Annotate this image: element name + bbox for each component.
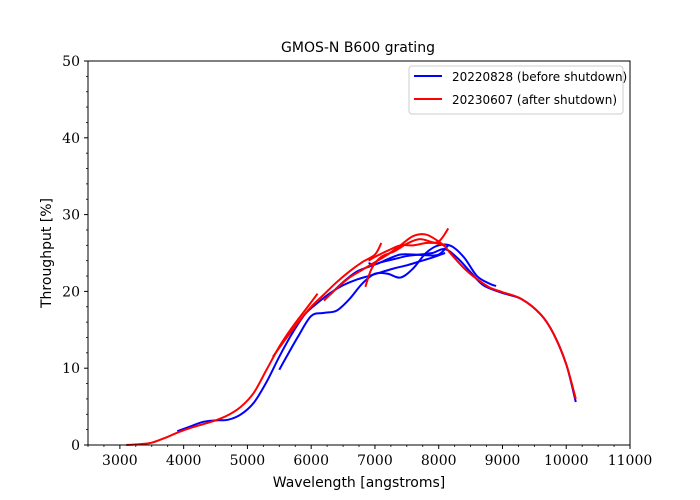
- y-tick-label: 40: [62, 131, 80, 147]
- legend: 20220828 (before shutdown) 20230607 (aft…: [408, 65, 627, 115]
- legend-label-before-shutdown: 20220828 (before shutdown): [452, 70, 627, 84]
- x-axis-label: Wavelength [angstroms]: [273, 475, 446, 491]
- series-before-shutdown-curve: [368, 244, 449, 266]
- plot-lines: [126, 227, 577, 446]
- x-tick-label: 3000: [102, 453, 138, 469]
- x-tick-label: 11000: [608, 453, 653, 469]
- y-tick-label: 50: [62, 54, 80, 70]
- series-before-shutdown-curve: [278, 243, 497, 371]
- x-tick-label: 10000: [544, 453, 589, 469]
- chart-title: GMOS-N B600 grating: [281, 40, 435, 56]
- y-tick-label: 20: [62, 284, 80, 300]
- series-after-shutdown-curve: [368, 227, 450, 262]
- series-after-shutdown-curve: [323, 233, 577, 400]
- series-after-shutdown-curve: [364, 238, 446, 288]
- x-tick-label: 7000: [357, 453, 393, 469]
- y-tick-label: 0: [71, 438, 80, 454]
- y-tick-label: 10: [62, 361, 80, 377]
- legend-label-after-shutdown: 20230607 (after shutdown): [452, 93, 617, 107]
- x-tick-label: 5000: [230, 453, 266, 469]
- y-axis-label: Throughput [%]: [39, 198, 55, 309]
- series-after-shutdown-curve: [126, 293, 319, 446]
- x-axis: 3000 4000 5000 6000 7000 8000 9000 10000 11000: [87, 445, 653, 469]
- legend-box: [408, 65, 624, 115]
- y-axis: 0 10 20 30 40 50: [62, 54, 88, 454]
- x-tick-label: 8000: [421, 453, 457, 469]
- x-tick-label: 4000: [166, 453, 202, 469]
- series-after-shutdown-curve: [272, 242, 383, 358]
- y-tick-label: 30: [62, 208, 80, 224]
- x-tick-label: 9000: [485, 453, 521, 469]
- x-tick-label: 6000: [293, 453, 329, 469]
